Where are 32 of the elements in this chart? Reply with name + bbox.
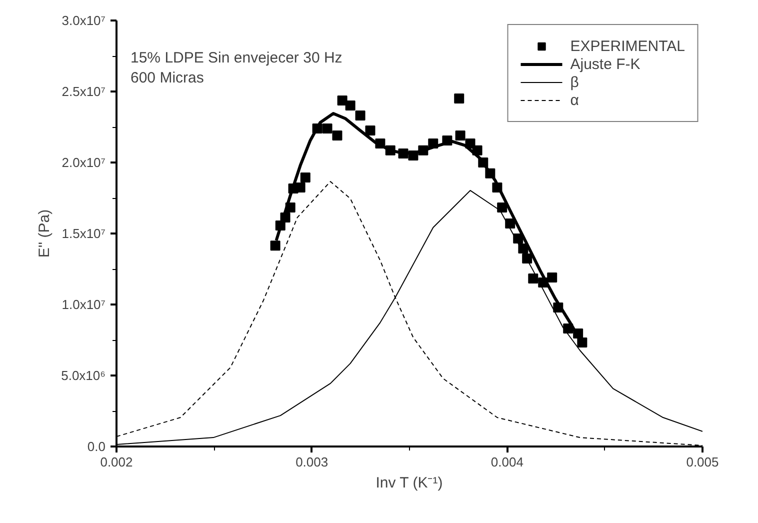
x-tick-label: 0.003 [296,454,328,470]
point [528,274,538,284]
y-tick-label: 0.0 [87,439,106,454]
y-axis-title: E'' (Pa) [36,209,54,258]
point [322,124,332,134]
point [355,110,366,120]
point [345,100,356,111]
point [454,93,464,104]
point [270,240,280,251]
y-tick-label: 5.0x10⁶ [61,368,106,383]
x-tick-label: 0.005 [686,454,719,470]
y-tick-label: 3.0x10⁷ [62,13,106,28]
annotation: 15% LDPE Sin envejecer 30 Hz [130,50,342,66]
x-axis-title: Inv T (K⁻¹) [376,474,443,492]
point [547,272,558,283]
y-tick-label: 2.0x10⁷ [62,155,106,170]
point [332,130,342,141]
legend-label: Ajuste F-K [570,55,640,73]
x-tick-label: 0.002 [100,454,133,470]
y-tick-label: 1.0x10⁷ [62,297,106,312]
annotation: 600 Micras [130,70,204,86]
point [300,172,310,183]
legend-label: α [570,91,580,109]
point [455,130,466,141]
legend-label: β [570,73,580,91]
point [337,95,348,106]
point [365,126,376,136]
legend-label: EXPERIMENTAL [570,37,685,55]
x-tick-label: 0.004 [490,454,524,470]
y-tick-label: 1.5x10⁷ [62,226,106,241]
point [295,182,306,192]
y-tick-label: 2.5x10⁷ [62,84,106,99]
